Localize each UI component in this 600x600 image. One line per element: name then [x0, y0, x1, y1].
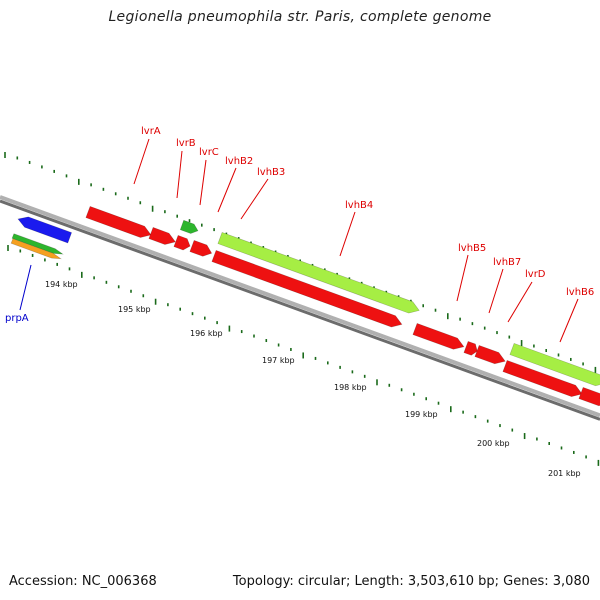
- gene-leader-line: [456, 254, 469, 302]
- gene-leader-line: [507, 281, 533, 323]
- genome-summary-text: Topology: circular; Length: 3,503,610 bp…: [232, 574, 590, 589]
- gene-arrow-lvhB4: [217, 232, 420, 314]
- gene-leader-line: [133, 138, 150, 185]
- ruler-label: 197 kbp: [262, 356, 295, 365]
- gene-leader-line: [559, 298, 579, 343]
- gene-arrow-lvhB6-red: [502, 360, 583, 397]
- backbone-line-lower: [0, 199, 600, 421]
- gene-leader-line: [339, 211, 356, 257]
- gene-arrow-lvhB2: [189, 240, 213, 257]
- map-title: Legionella pneumophila str. Paris, compl…: [108, 9, 492, 25]
- gene-label-lvhB5: lvhB5: [458, 243, 486, 254]
- gene-label-lvhB2: lvhB2: [225, 156, 253, 167]
- gene-label-prpA: prpA: [5, 313, 29, 324]
- ruler-label: 195 kbp: [118, 305, 151, 314]
- gene-label-lvhB7: lvhB7: [493, 257, 521, 268]
- ruler-label: 196 kbp: [190, 329, 223, 338]
- gene-arrow-lvhB3: [211, 250, 403, 328]
- gene-leader-line: [199, 159, 207, 206]
- gene-arrow-prpA: [17, 216, 72, 244]
- gene-features: [10, 206, 600, 407]
- ruler-labels: 194 kbp 195 kbp 196 kbp 197 kbp 198 kbp 199 k…: [45, 280, 581, 478]
- gene-arrow-lvhB5: [412, 323, 465, 350]
- ruler-label: 198 kbp: [334, 383, 367, 392]
- gene-arrow-lvhB8: [578, 387, 600, 407]
- gene-label-lvrC: lvrC: [199, 147, 219, 158]
- gene-arrow-lvrA: [85, 206, 152, 238]
- gene-arrow-lvrA-tail: [148, 227, 176, 245]
- genome-backbone: [0, 195, 600, 421]
- gene-leader-line: [240, 178, 269, 220]
- gene-leader-line: [176, 150, 183, 199]
- ruler-label: 194 kbp: [45, 280, 78, 289]
- ruler-label: 199 kbp: [405, 410, 438, 419]
- gene-arrow-lvrD: [474, 345, 506, 365]
- gene-bar-orange: [10, 238, 62, 260]
- gene-arrow-lvrB: [179, 219, 199, 234]
- gene-label-lvhB4: lvhB4: [345, 200, 373, 211]
- gene-label-lvrD: lvrD: [525, 269, 546, 280]
- ruler-ticks: [4, 152, 600, 466]
- gene-label-lvhB3: lvhB3: [257, 167, 285, 178]
- gene-leader-line: [217, 167, 237, 213]
- gene-arrow-lvhB6: [509, 343, 600, 387]
- gene-bar-green: [11, 233, 64, 255]
- gene-label-lvrA: lvrA: [141, 126, 161, 137]
- gene-arrow-lvrC: [173, 235, 191, 251]
- gene-label-lvhB6: lvhB6: [566, 287, 594, 298]
- accession-text: Accession: NC_006368: [9, 574, 157, 589]
- gene-label-lvrB: lvrB: [176, 138, 196, 149]
- backbone-line-upper: [0, 195, 600, 418]
- gene-arrow-lvhB7: [463, 341, 478, 356]
- gene-leader-line: [488, 268, 504, 314]
- ruler-label: 200 kbp: [477, 439, 510, 448]
- gene-leader-line: [19, 264, 32, 311]
- ruler-label: 201 kbp: [548, 469, 581, 478]
